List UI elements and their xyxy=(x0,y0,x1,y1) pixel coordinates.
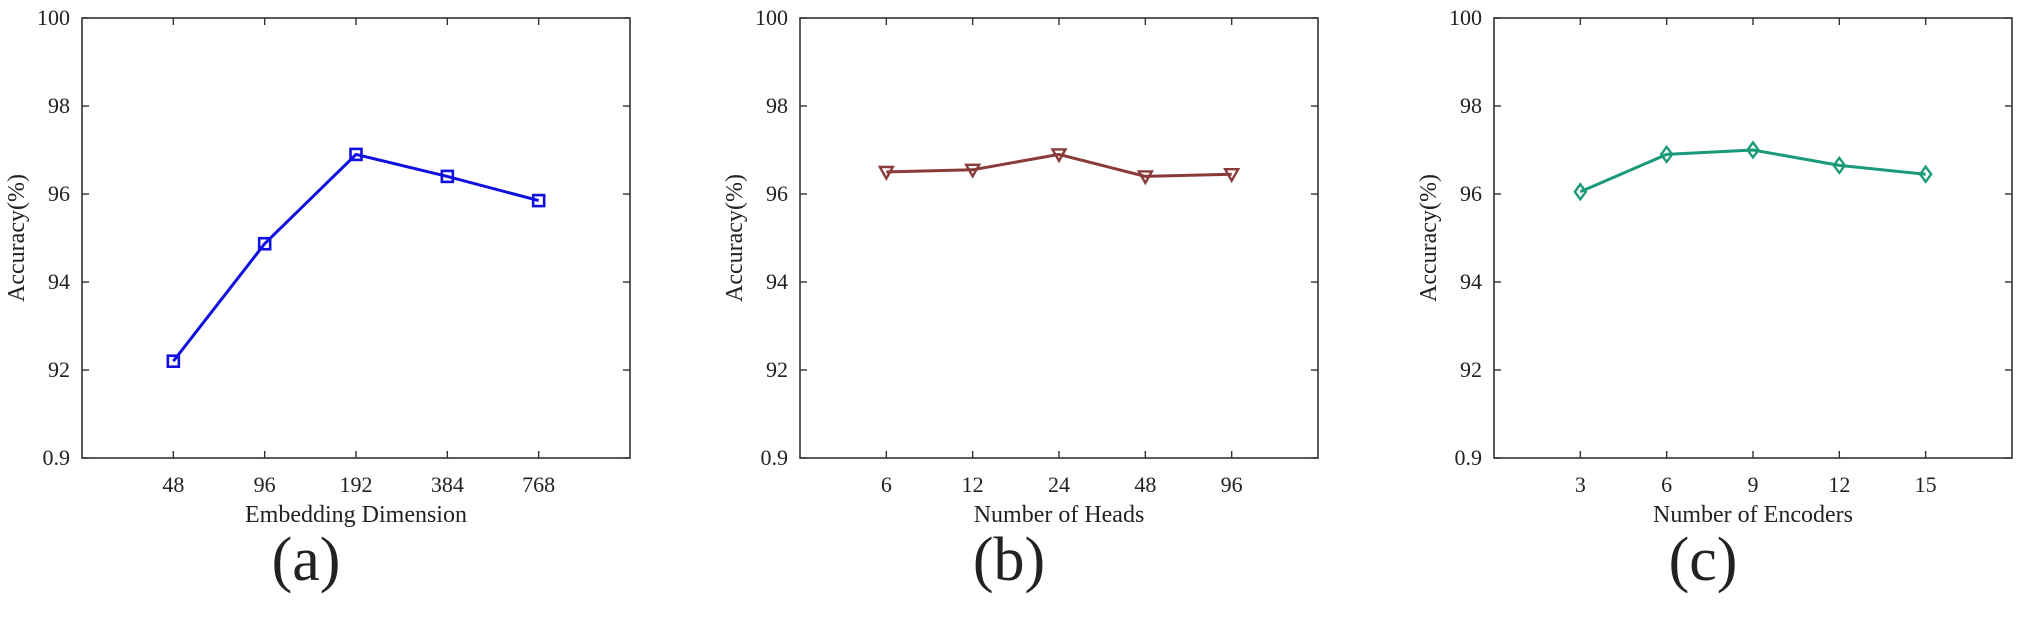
x-tick-label: 24 xyxy=(1048,472,1070,497)
y-tick-label: 96 xyxy=(1460,181,1482,206)
y-tick-label: 92 xyxy=(766,357,788,382)
data-point xyxy=(1136,170,1154,186)
y-tick-label: 92 xyxy=(48,357,70,382)
x-tick-label: 12 xyxy=(1828,472,1850,497)
y-axis-label: Accuracy(%) xyxy=(1416,174,1442,302)
y-tick-label: 0.9 xyxy=(43,445,71,470)
chart-panel-2: 0.9 92 94 96 98 100 3 6 9 12 15 Number of Encoders A… xyxy=(1416,5,2013,594)
x-tick-label: 192 xyxy=(340,472,373,497)
y-tick-label: 100 xyxy=(755,5,788,30)
data-point xyxy=(964,163,982,179)
x-tick-label: 6 xyxy=(1661,472,1672,497)
data-point xyxy=(531,193,546,208)
x-tick-label: 384 xyxy=(431,472,464,497)
x-tick-label: 48 xyxy=(162,472,184,497)
x-tick-label: 9 xyxy=(1748,472,1759,497)
x-tick-label: 96 xyxy=(1221,472,1243,497)
panel-label: (c) xyxy=(1669,526,1738,594)
data-point xyxy=(1832,155,1847,175)
x-tick-label: 96 xyxy=(254,472,276,497)
x-tick-label: 6 xyxy=(881,472,892,497)
series-line xyxy=(172,152,540,363)
data-point xyxy=(1746,140,1760,160)
data-point xyxy=(257,236,272,251)
y-tick-label: 94 xyxy=(48,269,70,294)
y-tick-label: 98 xyxy=(766,93,788,118)
data-point xyxy=(166,354,181,369)
data-point xyxy=(349,147,363,162)
data-point xyxy=(1918,164,1933,184)
plot-frame xyxy=(81,17,631,459)
series-line xyxy=(1579,148,1926,194)
y-tick-label: 92 xyxy=(1460,357,1482,382)
y-axis-label: Accuracy(%) xyxy=(722,174,748,302)
data-point xyxy=(440,169,455,184)
y-tick-label: 94 xyxy=(1460,269,1482,294)
plot-frame xyxy=(799,17,1319,459)
x-tick-label: 48 xyxy=(1134,472,1156,497)
chart-panel-0: 0.9 92 94 96 98 100 48 96 192 384 768 Embedding Dim… xyxy=(4,5,631,594)
x-tick-label: 3 xyxy=(1575,472,1586,497)
x-axis-label: Number of Heads xyxy=(974,502,1145,528)
panel-label: (a) xyxy=(272,526,341,594)
y-tick-label: 100 xyxy=(1449,5,1482,30)
x-tick-label: 12 xyxy=(962,472,984,497)
data-point xyxy=(1050,148,1068,164)
y-tick-label: 94 xyxy=(766,269,788,294)
y-tick-label: 98 xyxy=(1460,93,1482,118)
series-line xyxy=(886,152,1232,178)
y-tick-label: 0.9 xyxy=(1455,445,1483,470)
y-tick-label: 96 xyxy=(766,181,788,206)
plot-frame xyxy=(1493,17,2013,459)
data-point xyxy=(1573,182,1588,202)
panel-label: (b) xyxy=(973,526,1045,594)
y-axis-label: Accuracy(%) xyxy=(4,174,30,302)
data-point xyxy=(1223,167,1241,184)
data-point xyxy=(877,165,895,181)
y-tick-label: 96 xyxy=(48,181,70,206)
chart-panel-1: 0.9 92 94 96 98 100 6 12 24 48 96 Number of Heads Ac… xyxy=(722,5,1319,594)
y-tick-label: 100 xyxy=(37,5,70,30)
y-tick-label: 98 xyxy=(48,93,70,118)
x-axis-label: Number of Encoders xyxy=(1653,502,1853,528)
data-point xyxy=(1659,144,1674,164)
x-tick-label: 15 xyxy=(1915,472,1937,497)
x-tick-label: 768 xyxy=(522,472,555,497)
x-axis-label: Embedding Dimension xyxy=(245,502,467,528)
y-tick-label: 0.9 xyxy=(761,445,789,470)
